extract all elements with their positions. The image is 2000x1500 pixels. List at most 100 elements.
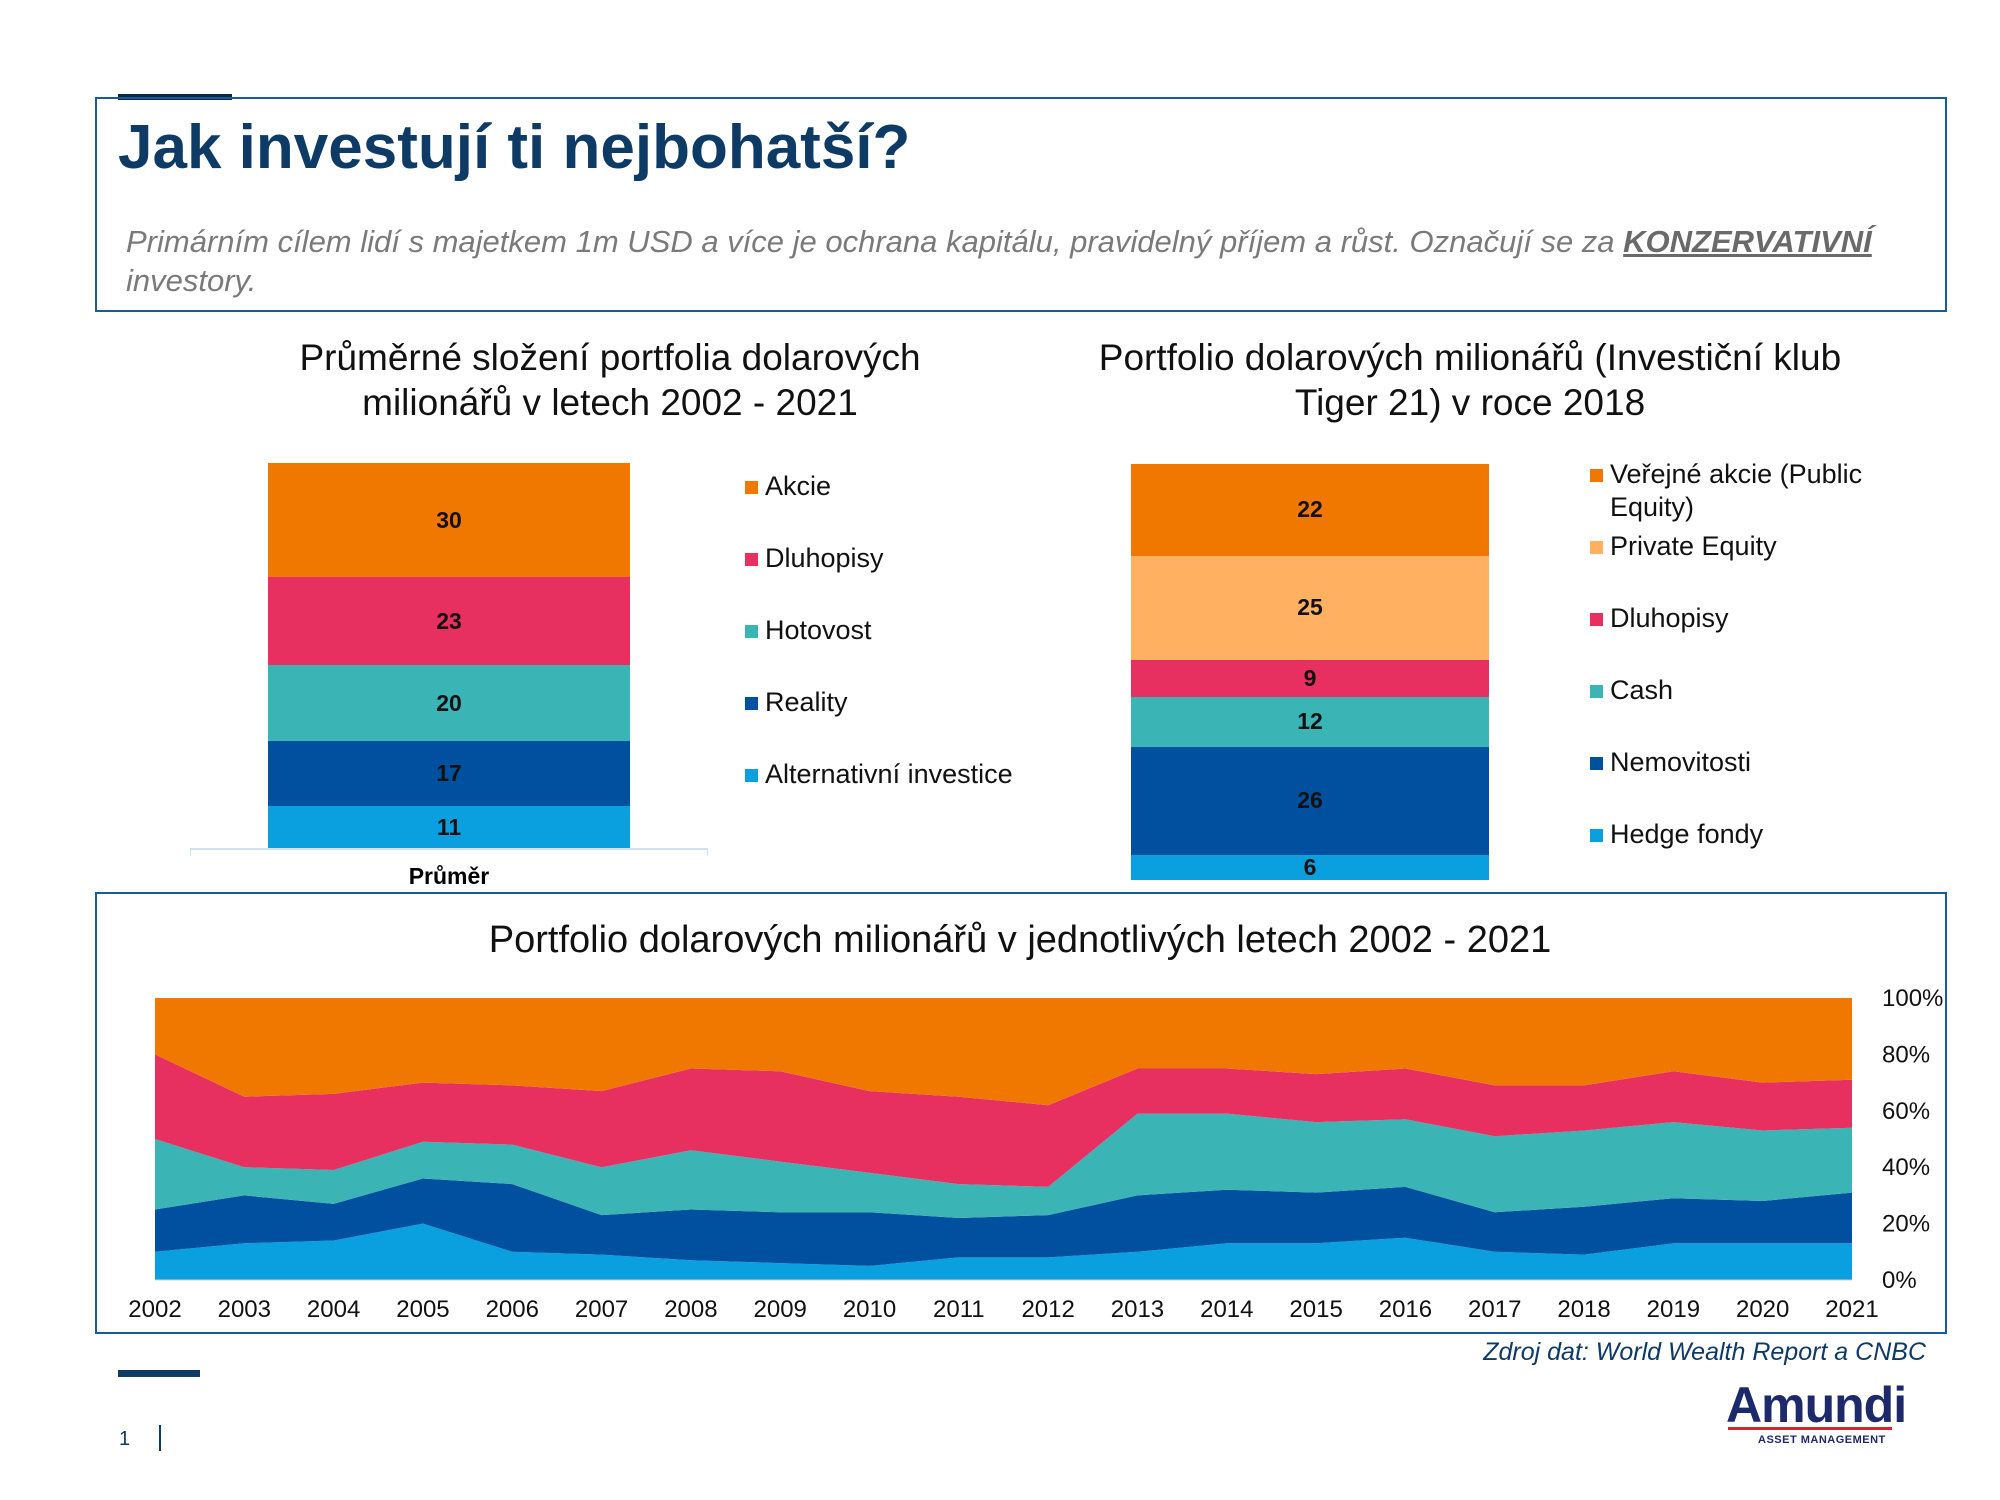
chart1-segment-akcie: 30 [268,463,630,578]
chart1-legend-swatch [745,769,758,782]
page-number: 1 [119,1428,131,1450]
chart1-legend-swatch [745,697,758,710]
bottom-chart-box [95,892,1947,1334]
chart1-legend-swatch [745,481,758,494]
chart2-segment-private-equity: 25 [1131,555,1489,660]
chart1-data-label: 20 [436,689,462,716]
header-box [95,97,1947,312]
chart3-x-tick-label: 2010 [843,1296,896,1320]
chart1-data-label: 17 [436,760,462,787]
logo-underline [1728,1427,1892,1430]
chart1-data-label: 23 [436,607,462,634]
page-subtitle: Primárním cílem lidí s majetkem 1m USD a… [126,222,1916,300]
chart3-y-tick-label: 100% [1882,985,1943,1012]
chart2-legend-private-equity: Private Equity [1610,531,1777,561]
chart2-data-label: 22 [1297,496,1323,523]
chart2-segment-verejne-akcie-public-equity: 22 [1131,464,1489,556]
chart1-x-tick-right [707,848,708,856]
page-separator [159,1425,161,1451]
chart1-category-label: Průměr [408,863,490,889]
chart1-data-label: 30 [436,506,462,533]
chart3-x-tick-label: 2013 [1111,1296,1164,1320]
chart1-title: Průměrné složení portfolia dolarových mi… [299,337,921,423]
chart3-y-tick-label: 60% [1882,1098,1930,1125]
chart1-data-label: 11 [436,813,462,840]
chart3-x-tick-label: 2015 [1289,1296,1342,1320]
chart1-legend-akcie: Akcie [765,471,832,501]
subtitle-text-1: Primárním cílem lidí s majetkem 1m USD a… [126,224,1624,259]
chart3-x-tick-label: 2007 [575,1296,628,1320]
chart3-area-alternativni-investice [155,1223,1852,1280]
logo-subtitle: ASSET MANAGEMENT [1758,1434,1886,1446]
chart3-x-tick-label: 2018 [1557,1296,1610,1320]
chart2-segment-hedge-fondy: 6 [1131,854,1489,881]
chart3-x-tick-label: 2008 [664,1296,717,1320]
chart3-area-hotovost [155,1113,1852,1218]
chart3-y-tick-label: 20% [1882,1211,1930,1238]
chart3-x-tick-label: 2016 [1379,1296,1432,1320]
chart3-x-tick-label: 2002 [128,1296,181,1320]
chart2-data-label: 12 [1297,708,1323,735]
source-note: Zdroj dat: World Wealth Report a CNBC [1483,1338,1926,1366]
chart3-y-tick-label: 80% [1882,1041,1930,1068]
chart2-legend-swatch [1590,541,1603,554]
chart2-data-label: 26 [1297,787,1323,814]
chart2-segment-dluhopisy: 9 [1131,659,1489,697]
chart2-legend-swatch [1590,757,1603,770]
chart3-x-tick-label: 2017 [1468,1296,1521,1320]
bottom-accent-line [118,1370,200,1377]
chart2-legend-dluhopisy: Dluhopisy [1610,603,1729,633]
chart1-segment-reality: 17 [268,741,630,807]
chart1-x-tick-left [190,848,191,856]
chart3-y-tick-label: 0% [1882,1267,1917,1294]
chart2-legend-hedge-fondy: Hedge fondy [1610,819,1764,849]
chart3-x-tick-label: 2009 [754,1296,807,1320]
chart1-stacked-bar: 11 17 20 23 30 [268,463,630,848]
chart1-legend-reality: Reality [765,687,848,717]
chart1-legend-swatch [745,553,758,566]
chart2-legend-verejne-akcie-public-equity: Veřejné akcie (Public Equity) [1610,459,1863,522]
chart2-legend-nemovitosti: Nemovitosti [1610,747,1752,777]
chart3-x-tick-label: 2012 [1021,1296,1074,1320]
chart3-x-tick-label: 2019 [1647,1296,1700,1320]
chart2-segment-cash: 12 [1131,696,1489,747]
chart2-legend-swatch [1590,685,1603,698]
chart2-legend-swatch [1590,613,1603,626]
chart1-legend-swatch [745,625,758,638]
chart1-legend-alternativni-investice: Alternativní investice [765,759,1013,789]
chart1-segment-hotovost: 20 [268,665,630,742]
subtitle-text-2: investory. [126,263,257,298]
chart2-data-label: 6 [1303,854,1317,881]
chart3-x-tick-label: 2004 [307,1296,360,1320]
chart2-data-label: 25 [1297,594,1323,621]
logo-wordmark: Amundi [1726,1377,1907,1433]
chart3-area-dluhopisy [155,1054,1852,1187]
chart3-x-tick-label: 2021 [1825,1296,1878,1320]
chart3-x-tick-label: 2020 [1736,1296,1789,1320]
chart3-x-tick-label: 2011 [933,1296,985,1320]
chart1-segment-alternativni-investice: 11 [268,806,630,848]
chart1-legend-dluhopisy: Dluhopisy [765,543,884,573]
chart2-stacked-bar: 6 26 12 9 25 22 [1131,464,1489,880]
chart2-legend-swatch [1590,469,1603,482]
chart3-x-tick-label: 2003 [218,1296,271,1320]
chart3-area-akcie [155,998,1852,1106]
chart2-legend-cash: Cash [1610,675,1674,705]
chart3-title: Portfolio dolarových milionářů v jednotl… [488,919,1552,961]
chart3-area-chart: 2002 2003 2004 2005 2006 2007 2008 2009 2010 2011… [128,985,1943,1320]
chart1-segment-dluhopisy: 23 [268,577,630,666]
chart2-segment-nemovitosti: 26 [1131,746,1489,856]
chart1-legend: Akcie Dluhopisy Hotovost Reality Alternativn… [745,470,1045,810]
chart3-x-tick-label: 2005 [396,1296,449,1320]
chart3-x-tick-label: 2014 [1200,1296,1253,1320]
page-title: Jak investují ti nejbohatší? [118,113,911,182]
chart1-x-axis [190,848,708,850]
chart3-y-tick-label: 40% [1882,1154,1930,1181]
chart2-data-label: 9 [1303,664,1317,691]
chart1-legend-hotovost: Hotovost [765,615,872,645]
chart2-title: Portfolio dolarových milionářů (Investič… [1098,337,1842,423]
chart2-legend-swatch [1590,829,1603,842]
chart2-legend: Veřejné akcie (Public Equity) Private Equ… [1590,458,1920,858]
chart3-area-reality [155,1178,1852,1266]
chart3-x-tick-label: 2006 [486,1296,539,1320]
